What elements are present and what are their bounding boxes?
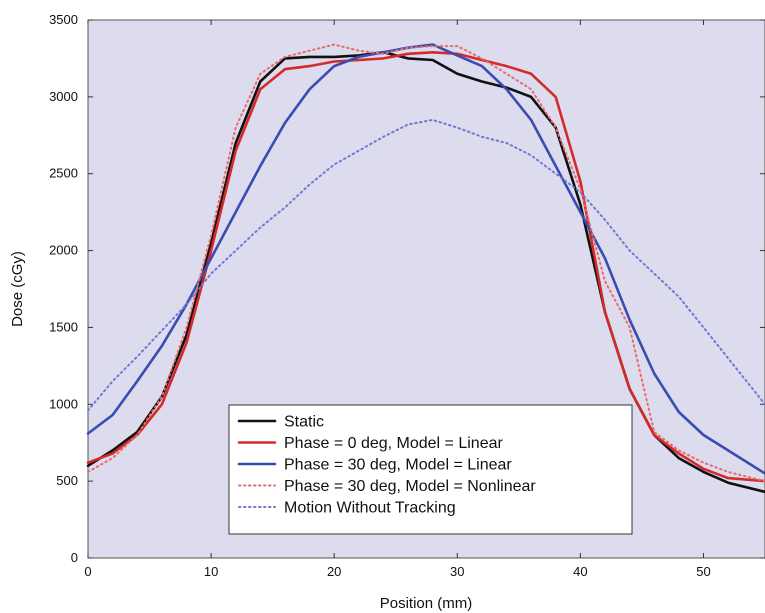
y-axis-label: Dose (cGy) xyxy=(9,251,26,327)
x-tick-label: 50 xyxy=(696,564,710,579)
x-tick-label: 40 xyxy=(573,564,587,579)
legend: Static Phase = 0 deg, Model = Linear Phase… xyxy=(228,404,633,535)
legend-label-4: Motion Without Tracking xyxy=(284,500,456,517)
y-tick-label: 3000 xyxy=(49,89,78,104)
series-line-1 xyxy=(86,50,765,483)
legend-label-2: Phase = 30 deg, Model = Linear xyxy=(284,457,512,474)
legend-label-3: Phase = 30 deg, Model = Nonlinear xyxy=(284,478,536,495)
y-tick-label: 2500 xyxy=(49,166,78,181)
legend-label-1: Phase = 0 deg, Model = Linear xyxy=(284,435,503,452)
legend-box xyxy=(228,404,633,535)
x-tick-label: 10 xyxy=(204,564,218,579)
y-tick-label: 1000 xyxy=(49,396,78,411)
x-tick-label: 30 xyxy=(450,564,464,579)
x-tick-label: 20 xyxy=(327,564,341,579)
x-tick-label: 0 xyxy=(84,564,91,579)
x-axis-label: Position (mm) xyxy=(380,595,473,612)
y-tick-label: 2000 xyxy=(49,243,78,258)
y-tick-label: 500 xyxy=(56,473,78,488)
series-line-3 xyxy=(87,43,765,483)
y-tick-label: 3500 xyxy=(49,12,78,27)
series-line-4 xyxy=(87,118,765,412)
legend-label-0: Static xyxy=(284,414,324,431)
series-layer xyxy=(86,43,765,494)
y-tick-label: 0 xyxy=(71,550,78,565)
y-tick-label: 1500 xyxy=(49,319,78,334)
